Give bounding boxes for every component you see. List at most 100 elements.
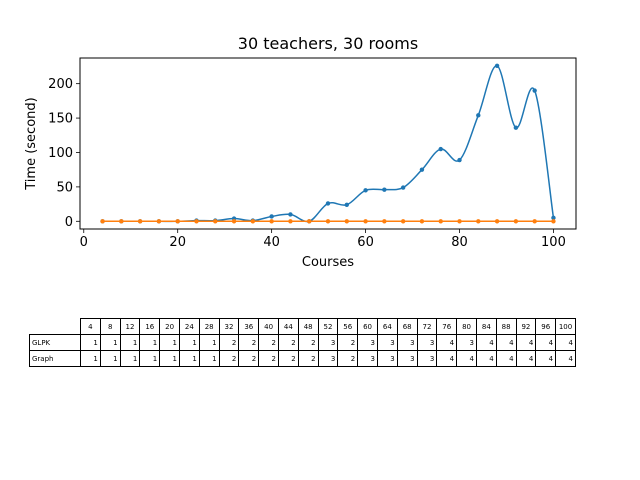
series-2-point bbox=[344, 219, 349, 224]
series-2-point bbox=[307, 219, 312, 224]
table-column-header: 44 bbox=[277, 318, 299, 335]
table-cell: 1 bbox=[119, 350, 141, 367]
table-column-header: 16 bbox=[139, 318, 161, 335]
table-cell: 3 bbox=[396, 334, 418, 351]
table-column-header: 76 bbox=[436, 318, 458, 335]
series-2-point bbox=[457, 219, 462, 224]
y-tick-label: 0 bbox=[65, 215, 73, 230]
table-column-header: 84 bbox=[475, 318, 497, 335]
x-tick-label: 40 bbox=[263, 235, 280, 250]
table-column-header: 24 bbox=[178, 318, 200, 335]
table-column-header: 96 bbox=[535, 318, 557, 335]
table-column-header: 72 bbox=[416, 318, 438, 335]
table-column-header: 36 bbox=[238, 318, 260, 335]
series-1-point bbox=[382, 187, 387, 192]
table-cell: 3 bbox=[376, 334, 398, 351]
table-column-header: 60 bbox=[357, 318, 378, 335]
table-cell: 2 bbox=[258, 350, 279, 367]
series-2-point bbox=[513, 219, 519, 224]
table-column-header: 56 bbox=[337, 318, 359, 335]
table-cell: 1 bbox=[99, 350, 121, 367]
table-cell: 4 bbox=[436, 334, 458, 351]
table-cell: 4 bbox=[475, 350, 497, 367]
x-tick-label: 80 bbox=[451, 235, 468, 250]
series-1-point bbox=[532, 88, 537, 93]
table-cell: 1 bbox=[198, 350, 220, 367]
table-column-header: 40 bbox=[258, 318, 279, 335]
table-cell: 4 bbox=[535, 334, 557, 351]
series-2-point bbox=[476, 219, 481, 224]
table-row: Graph 1 1 1 1 1 1 1 2 2 2 2 2 3 2 3 3 3 3 4 4 4 4 4 4 4 bbox=[29, 350, 576, 367]
table-cell: 4 bbox=[555, 350, 576, 367]
series-1-point bbox=[325, 201, 331, 206]
series-2-point bbox=[288, 219, 293, 224]
table-cell: 1 bbox=[139, 334, 161, 351]
table-cell: 3 bbox=[416, 350, 438, 367]
table-cell: 2 bbox=[297, 334, 319, 351]
series-1-point bbox=[344, 202, 349, 207]
table-cell: 2 bbox=[337, 350, 359, 367]
table-row-label: GLPK bbox=[29, 334, 81, 351]
table-corner-cell bbox=[30, 319, 81, 335]
series-1-point bbox=[494, 63, 500, 68]
x-tick-label: 100 bbox=[541, 235, 566, 250]
series-2-point bbox=[250, 219, 256, 224]
x-axis-label: Courses bbox=[302, 255, 354, 270]
table-cell: 4 bbox=[535, 350, 557, 367]
table-cell: 2 bbox=[297, 350, 319, 367]
table-cell: 2 bbox=[337, 334, 359, 351]
table-cell: 4 bbox=[555, 334, 576, 351]
table-cell: 2 bbox=[258, 334, 279, 351]
series-2-point bbox=[194, 219, 199, 224]
table-cell: 2 bbox=[238, 350, 260, 367]
series-2-point bbox=[325, 219, 331, 224]
series-2-point bbox=[119, 219, 124, 224]
data-table: 4 8 12 16 20 24 28 32 36 40 44 48 52 56 60 64 68 72 76 80 84… bbox=[29, 318, 576, 367]
table-cell: 1 bbox=[198, 334, 220, 351]
table-column-header: 20 bbox=[159, 318, 180, 335]
series-1-point bbox=[513, 125, 519, 130]
series-2-point bbox=[156, 219, 162, 224]
table-column-header: 100 bbox=[555, 318, 576, 335]
table-cell: 2 bbox=[218, 350, 240, 367]
table-column-header: 32 bbox=[218, 318, 240, 335]
table-header-row: 4 8 12 16 20 24 28 32 36 40 44 48 52 56 60 64 68 72 76 80 84… bbox=[30, 318, 576, 335]
series-2-point bbox=[137, 219, 143, 224]
table-column-header: 52 bbox=[317, 318, 339, 335]
series-2-point bbox=[363, 219, 368, 224]
series-1-point bbox=[400, 185, 406, 190]
table-cell: 2 bbox=[238, 334, 260, 351]
table-column-header: 4 bbox=[80, 318, 101, 335]
table-cell: 4 bbox=[495, 350, 517, 367]
table-cell: 4 bbox=[515, 350, 537, 367]
series-1-point bbox=[419, 167, 425, 172]
series-2-point bbox=[231, 219, 237, 224]
y-tick-label: 50 bbox=[56, 180, 73, 195]
series-2-point bbox=[175, 219, 180, 224]
table-cell: 1 bbox=[80, 334, 101, 351]
table-column-header: 88 bbox=[495, 318, 517, 335]
series-2-point bbox=[532, 219, 537, 224]
table-cell: 3 bbox=[317, 350, 339, 367]
table-cell: 1 bbox=[99, 334, 121, 351]
table-cell: 1 bbox=[119, 334, 141, 351]
table-cell: 3 bbox=[357, 334, 378, 351]
table-cell: 2 bbox=[277, 334, 299, 351]
y-axis-label: Time (second) bbox=[24, 97, 39, 190]
series-1-point bbox=[457, 157, 462, 163]
table-cell: 4 bbox=[515, 334, 537, 351]
x-tick-label: 60 bbox=[357, 235, 374, 250]
table-cell: 3 bbox=[357, 350, 378, 367]
table-cell: 4 bbox=[456, 350, 477, 367]
table-column-header: 64 bbox=[376, 318, 398, 335]
table-cell: 3 bbox=[396, 350, 418, 367]
y-tick-label: 200 bbox=[48, 77, 73, 92]
series-2-point bbox=[494, 219, 500, 224]
series-1-point bbox=[269, 214, 274, 219]
table-row: GLPK 1 1 1 1 1 1 1 2 2 2 2 2 3 2 3 3 3 3 4 3 4 4 4 4 4 bbox=[29, 334, 576, 351]
table-cell: 2 bbox=[277, 350, 299, 367]
table-cell: 1 bbox=[178, 350, 200, 367]
table-column-header: 68 bbox=[396, 318, 418, 335]
